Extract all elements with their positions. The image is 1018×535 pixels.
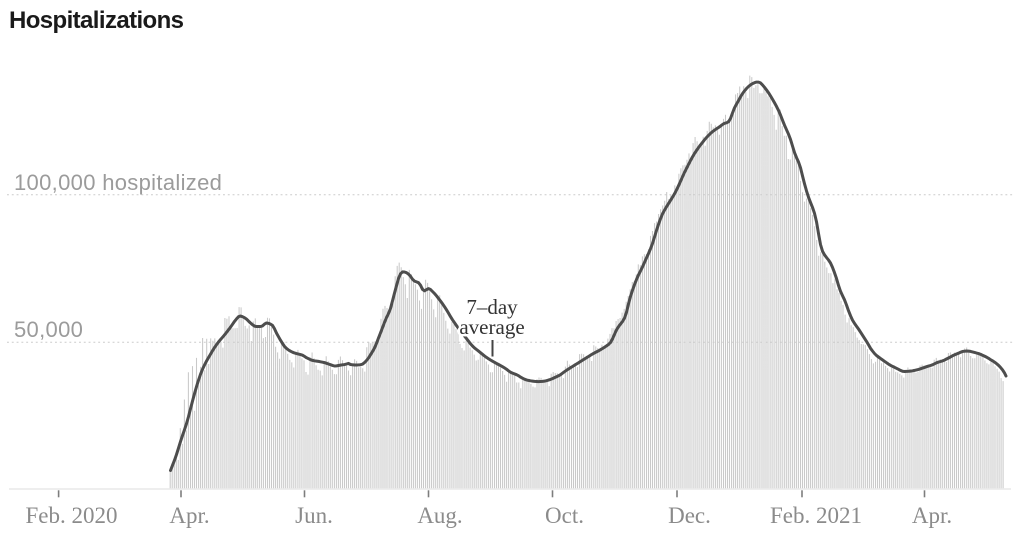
svg-text:Feb. 2021: Feb. 2021	[770, 503, 862, 528]
svg-text:Jun.: Jun.	[295, 503, 333, 528]
svg-text:Hospitalizations: Hospitalizations	[9, 7, 184, 34]
svg-text:Apr.: Apr.	[169, 503, 209, 528]
svg-text:average: average	[459, 315, 524, 339]
svg-text:50,000: 50,000	[14, 317, 83, 342]
svg-text:Apr.: Apr.	[912, 503, 952, 528]
svg-text:100,000 hospitalized: 100,000 hospitalized	[14, 170, 222, 195]
svg-text:7–day: 7–day	[466, 295, 518, 319]
svg-text:Aug.: Aug.	[417, 503, 462, 528]
svg-text:Oct.: Oct.	[545, 503, 584, 528]
svg-text:Feb. 2020: Feb. 2020	[26, 503, 118, 528]
svg-text:Dec.: Dec.	[668, 503, 711, 528]
